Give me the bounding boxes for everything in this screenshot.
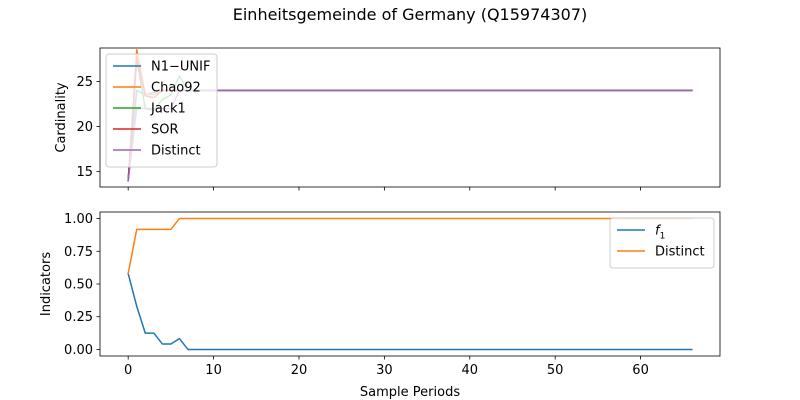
legend-box [609,217,715,269]
y-tick-label: 0.75 [64,245,93,260]
x-tick-label: 50 [547,363,564,378]
legend-label: Chao92 [151,81,201,96]
y-axis-label: Indicators [39,252,54,316]
legend: f1 Distinct [609,217,715,269]
cardinality-panel: 15 20 25 Cardinality N1−UNIF Chao92 Jack1 SOR Di… [54,47,721,191]
y-tick-label: 0.00 [64,343,93,358]
x-axis-label: Sample Periods [360,385,460,400]
x-tick-label: 10 [205,363,222,378]
y-tick-label: 0.25 [64,310,93,325]
legend-label: Distinct [655,245,705,260]
legend-label: Distinct [151,144,201,159]
series-group [127,217,693,351]
y-tick-label: 1.00 [64,212,93,227]
series-line-1 [127,217,693,275]
y-tick-label: 20 [76,120,93,135]
y-axis-label: Cardinality [54,82,69,153]
legend-label: Jack1 [150,102,186,117]
legend: N1−UNIF Chao92 Jack1 SOR Distinct [105,53,218,168]
series-line-0 [127,272,693,351]
legend-label: SOR [151,123,179,138]
indicators-panel: 0 10 20 30 40 50 60 0.00 0.25 0.50 0.75 1.00 Indicat… [39,211,721,400]
legend-box [105,53,218,168]
legend-label: N1−UNIF [151,60,210,75]
axes-frame [99,47,721,188]
y-tick-label: 0.50 [64,278,93,293]
y-tick-label: 25 [76,75,93,90]
y-tick-label: 15 [76,165,93,180]
x-tick-label: 60 [632,363,649,378]
x-tick-label: 40 [462,363,479,378]
x-tick-label: 20 [291,363,308,378]
figure-title: Einheitsgemeinde of Germany (Q15974307) [233,5,587,24]
x-tick-label: 30 [376,363,393,378]
x-tick-label: 0 [124,363,132,378]
legend-label: f1 [655,224,665,242]
